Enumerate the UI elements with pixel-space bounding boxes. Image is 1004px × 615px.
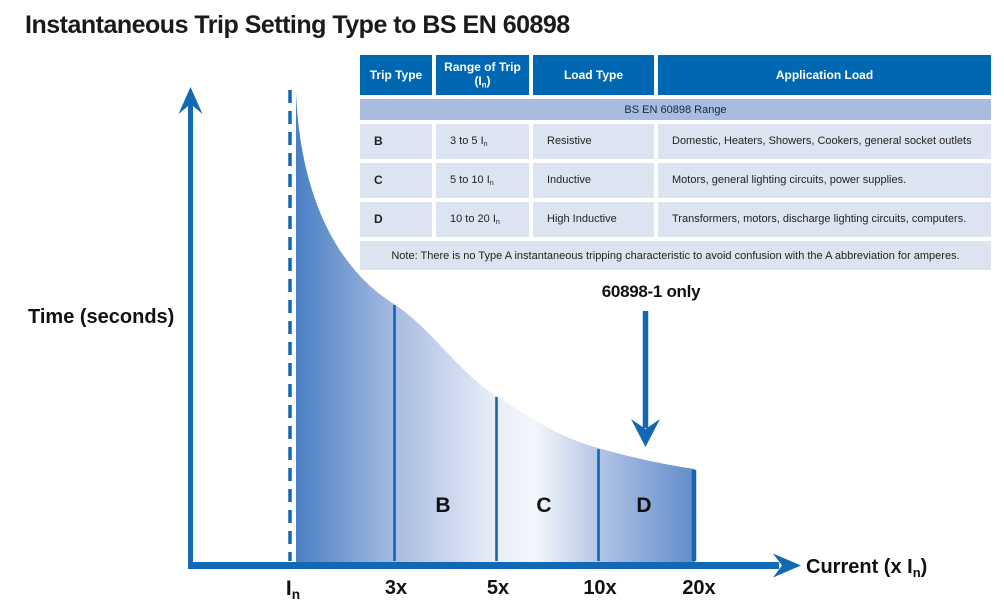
column-header-range-of-trip: Range of Trip (In) [436,55,529,95]
region-label-c: C [536,494,552,517]
table-note: Note: There is no Type A instantaneous t… [360,241,991,270]
table-row-d-type: D [360,202,432,237]
x-tick-10x: 10x [583,577,617,599]
column-header-load-type: Load Type [533,55,654,95]
table-row-b-application: Domestic, Heaters, Showers, Cookers, gen… [658,124,991,159]
x-axis-label: Current (x In) [806,556,928,580]
x-tick-20x: 20x [682,577,716,599]
region-label-d: D [636,494,652,517]
table-row-c-range: 5 to 10 In [436,163,529,198]
page-title: Instantaneous Trip Setting Type to BS EN… [25,11,570,39]
column-header-application-load: Application Load [658,55,991,95]
y-axis-arrowhead [178,87,203,114]
table-row-d-load: High Inductive [533,202,654,237]
table-row-d-application: Transformers, motors, discharge lighting… [658,202,991,237]
table-row-c-application: Motors, general lighting circuits, power… [658,163,991,198]
region-label-b: B [435,494,451,517]
x-tick-5x: 5x [486,577,510,599]
y-axis-label: Time (seconds) [28,306,175,328]
trip-type-table: Trip Type Range of Trip (In) Load Type A… [360,55,991,270]
x-tick-3x: 3x [384,577,408,599]
table-row-b-load: Resistive [533,124,654,159]
table-row-d-range: 10 to 20 In [436,202,529,237]
annotation-arrowhead [631,419,660,447]
table-row-b-type: B [360,124,432,159]
column-header-trip-type: Trip Type [360,55,432,95]
table-row-b-range: 3 to 5 In [436,124,529,159]
annotation-60898-1-only: 60898-1 only [601,282,701,301]
x-axis-arrowhead [773,553,801,578]
table-row-c-type: C [360,163,432,198]
table-row-c-load: Inductive [533,163,654,198]
x-tick-in: In [285,577,301,603]
group-row-bs-en-60898-range: BS EN 60898 Range [360,99,991,120]
